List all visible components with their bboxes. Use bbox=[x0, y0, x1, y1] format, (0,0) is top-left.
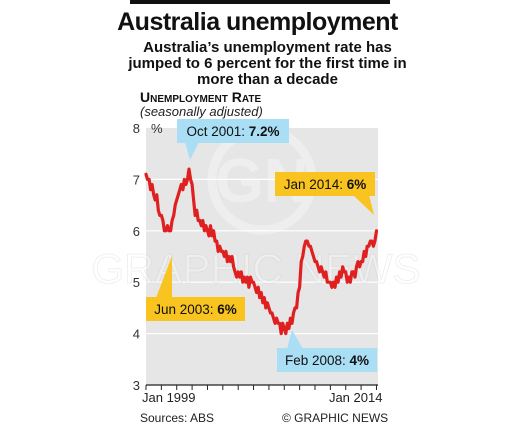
series-layer bbox=[144, 167, 379, 336]
x-tick-label: Jan 2014 bbox=[329, 390, 383, 405]
credit-note: © GRAPHIC NEWS bbox=[282, 411, 389, 425]
callout-label: Oct 2001: 7.2% bbox=[186, 124, 279, 139]
chart-title: Australia unemployment bbox=[117, 8, 398, 36]
x-tick-label: Jan 1999 bbox=[142, 390, 196, 405]
callout-box bbox=[277, 348, 377, 372]
callout-pointer bbox=[156, 256, 172, 298]
y-tick-label: 7 bbox=[133, 172, 140, 187]
source-note: Sources: ABS bbox=[140, 411, 215, 425]
callout-label: Feb 2008: 4% bbox=[285, 353, 369, 368]
y-tick-label: 5 bbox=[133, 275, 140, 290]
callout-value: 6% bbox=[217, 302, 237, 317]
callout-label: Jun 2003: 6% bbox=[154, 302, 237, 317]
callout-date: Oct 2001: bbox=[186, 124, 248, 139]
callouts: Oct 2001: 7.2%Jan 2014: 6%Jun 2003: 6%Fe… bbox=[146, 119, 377, 372]
y-tick-label: 4 bbox=[133, 327, 140, 342]
plot-background bbox=[146, 128, 378, 385]
callout: Oct 2001: 7.2% bbox=[177, 119, 289, 160]
callout-box bbox=[275, 172, 375, 196]
chart-subtitle: Australia’s unemployment rate has jumped… bbox=[128, 39, 407, 88]
callout: Feb 2008: 4% bbox=[277, 330, 377, 372]
y-axis-unit: % bbox=[151, 121, 163, 136]
adjustment-note: (seasonally adjusted) bbox=[140, 104, 263, 119]
x-axis: Jan 1999 Jan 2014 bbox=[142, 384, 383, 405]
callout-date: Jan 2014: bbox=[284, 177, 347, 192]
callout-pointer bbox=[353, 195, 374, 215]
callout: Jan 2014: 6% bbox=[275, 172, 375, 215]
callout-pointer bbox=[287, 330, 303, 349]
title-rule bbox=[130, 0, 390, 4]
callout-label: Jan 2014: 6% bbox=[284, 177, 367, 192]
y-tick-label: 6 bbox=[133, 224, 140, 239]
y-tick-label: 3 bbox=[133, 378, 140, 393]
callout-pointer bbox=[185, 142, 199, 160]
callout: Jun 2003: 6% bbox=[146, 256, 245, 321]
callout-date: Jun 2003: bbox=[154, 302, 217, 317]
y-axis-ticks: 3 4 5 6 7 8 bbox=[133, 121, 140, 393]
callout-value: 6% bbox=[347, 177, 367, 192]
callout-value: 7.2% bbox=[249, 124, 280, 139]
callout-date: Feb 2008: bbox=[285, 353, 350, 368]
callout-box bbox=[177, 119, 289, 143]
y-tick-label: 8 bbox=[133, 121, 140, 136]
series-line bbox=[144, 167, 379, 336]
y-axis-title: Unemployment Rate bbox=[140, 89, 262, 105]
callout-value: 4% bbox=[350, 353, 370, 368]
callout-box bbox=[146, 297, 245, 321]
